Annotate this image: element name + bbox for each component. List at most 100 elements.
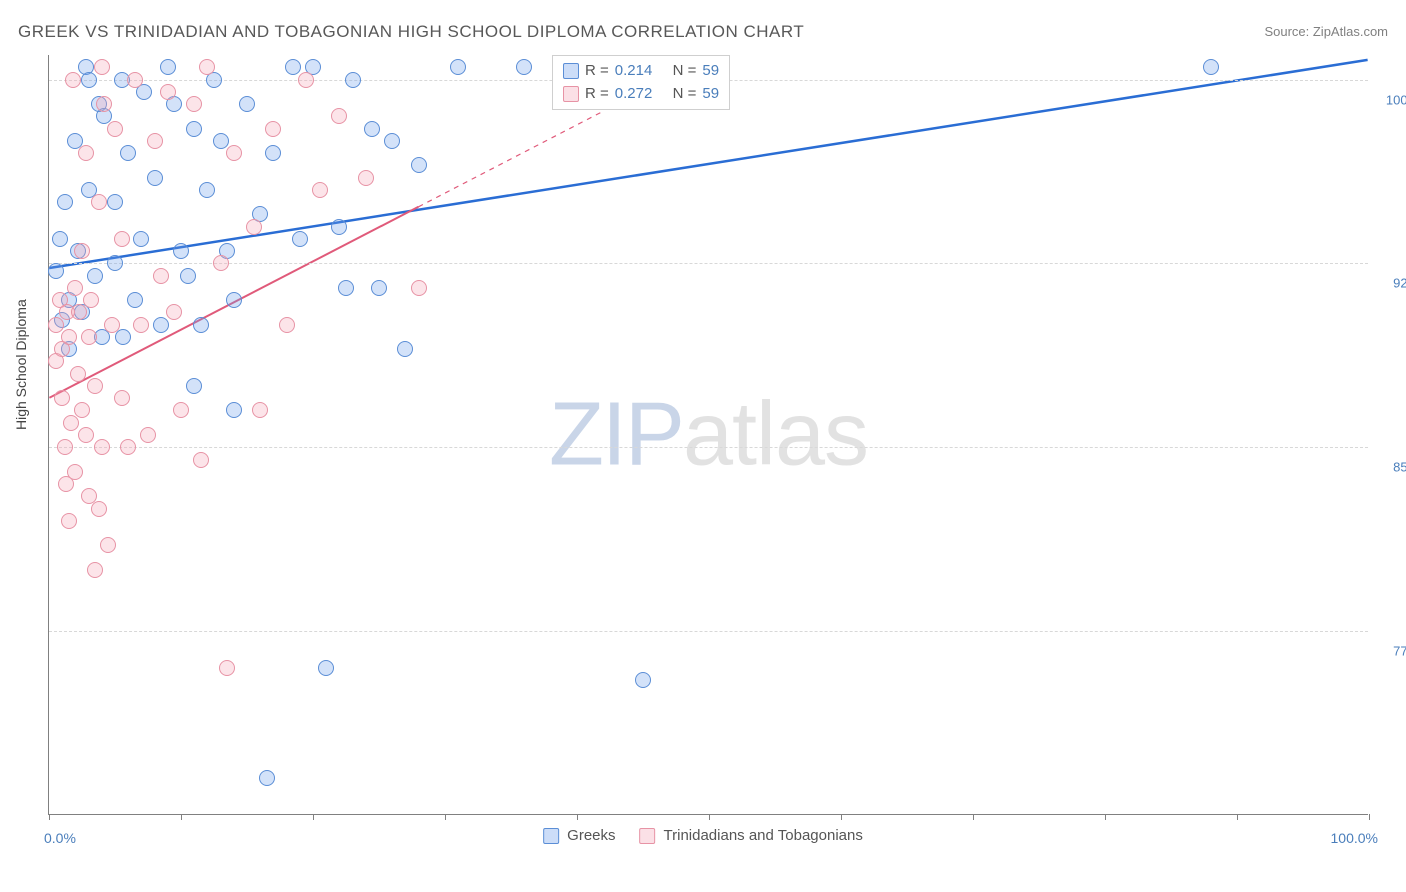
point-trinidadian <box>67 280 83 296</box>
point-greek <box>107 194 123 210</box>
r-label: R = <box>585 83 609 106</box>
point-trinidadian <box>199 59 215 75</box>
point-trinidadian <box>127 72 143 88</box>
x-tick <box>841 814 842 820</box>
r-value-trinidadians: 0.272 <box>615 83 653 106</box>
point-trinidadian <box>153 268 169 284</box>
point-greek <box>226 292 242 308</box>
point-trinidadian <box>147 133 163 149</box>
point-trinidadian <box>61 513 77 529</box>
swatch-greeks-icon <box>563 63 579 79</box>
point-greek <box>259 770 275 786</box>
point-greek <box>52 231 68 247</box>
source-label: Source: ZipAtlas.com <box>1264 24 1388 39</box>
stats-row-greeks: R = 0.214 N = 59 <box>563 60 719 83</box>
point-trinidadian <box>219 660 235 676</box>
x-tick <box>1237 814 1238 820</box>
point-greek <box>193 317 209 333</box>
watermark: ZIPatlas <box>549 383 868 486</box>
correlation-stats-box: R = 0.214 N = 59 R = 0.272 N = 59 <box>552 55 730 110</box>
swatch-trinidadians-icon <box>563 86 579 102</box>
point-greek <box>292 231 308 247</box>
point-trinidadian <box>120 439 136 455</box>
point-trinidadian <box>166 304 182 320</box>
scatter-plot: ZIPatlas 77.5%85.0%92.5%100.0% <box>48 55 1368 815</box>
point-greek <box>173 243 189 259</box>
point-trinidadian <box>252 402 268 418</box>
point-trinidadian <box>74 243 90 259</box>
point-trinidadian <box>100 537 116 553</box>
point-greek <box>318 660 334 676</box>
point-trinidadian <box>81 329 97 345</box>
point-trinidadian <box>173 402 189 418</box>
point-trinidadian <box>91 194 107 210</box>
x-tick <box>1105 814 1106 820</box>
point-trinidadian <box>67 464 83 480</box>
point-trinidadian <box>265 121 281 137</box>
legend-label-greeks: Greeks <box>567 827 615 844</box>
point-trinidadian <box>70 366 86 382</box>
point-greek <box>87 268 103 284</box>
point-greek <box>285 59 301 75</box>
point-greek <box>160 59 176 75</box>
point-trinidadian <box>87 378 103 394</box>
point-greek <box>397 341 413 357</box>
gridline <box>49 631 1368 632</box>
gridline <box>49 447 1368 448</box>
point-trinidadian <box>83 292 99 308</box>
point-trinidadian <box>226 145 242 161</box>
watermark-zip: ZIP <box>549 384 683 484</box>
point-greek <box>450 59 466 75</box>
watermark-atlas: atlas <box>683 384 868 484</box>
point-trinidadian <box>104 317 120 333</box>
point-trinidadian <box>358 170 374 186</box>
point-trinidadian <box>57 439 73 455</box>
point-trinidadian <box>213 255 229 271</box>
n-label: N = <box>673 60 697 83</box>
trend-lines <box>49 55 1368 814</box>
legend-item-trinidadians: Trinidadians and Tobagonians <box>640 827 863 844</box>
point-greek <box>115 329 131 345</box>
point-greek <box>1203 59 1219 75</box>
point-greek <box>331 219 347 235</box>
point-greek <box>186 121 202 137</box>
swatch-trinidadians-icon <box>640 828 656 844</box>
point-trinidadian <box>107 121 123 137</box>
x-tick <box>181 814 182 820</box>
x-tick <box>49 814 50 820</box>
point-trinidadian <box>94 439 110 455</box>
point-greek <box>57 194 73 210</box>
chart-title: GREEK VS TRINIDADIAN AND TOBAGONIAN HIGH… <box>18 22 804 42</box>
point-trinidadian <box>186 96 202 112</box>
point-trinidadian <box>246 219 262 235</box>
point-trinidadian <box>54 390 70 406</box>
point-greek <box>411 157 427 173</box>
point-greek <box>213 133 229 149</box>
point-trinidadian <box>94 59 110 75</box>
point-trinidadian <box>114 390 130 406</box>
point-trinidadian <box>61 329 77 345</box>
point-greek <box>147 170 163 186</box>
point-trinidadian <box>91 501 107 517</box>
point-trinidadian <box>279 317 295 333</box>
point-trinidadian <box>65 72 81 88</box>
point-greek <box>81 72 97 88</box>
point-greek <box>345 72 361 88</box>
y-tick-label: 92.5% <box>1393 276 1406 291</box>
point-trinidadian <box>78 427 94 443</box>
point-trinidadian <box>331 108 347 124</box>
point-greek <box>265 145 281 161</box>
point-trinidadian <box>71 304 87 320</box>
y-tick-label: 85.0% <box>1393 460 1406 475</box>
y-axis-title: High School Diploma <box>13 299 29 430</box>
point-trinidadian <box>87 562 103 578</box>
point-trinidadian <box>411 280 427 296</box>
gridline <box>49 263 1368 264</box>
legend-item-greeks: Greeks <box>543 827 615 844</box>
n-value-trinidadians: 59 <box>702 83 719 106</box>
point-greek <box>338 280 354 296</box>
point-greek <box>516 59 532 75</box>
point-greek <box>120 145 136 161</box>
x-tick <box>313 814 314 820</box>
point-trinidadian <box>133 317 149 333</box>
